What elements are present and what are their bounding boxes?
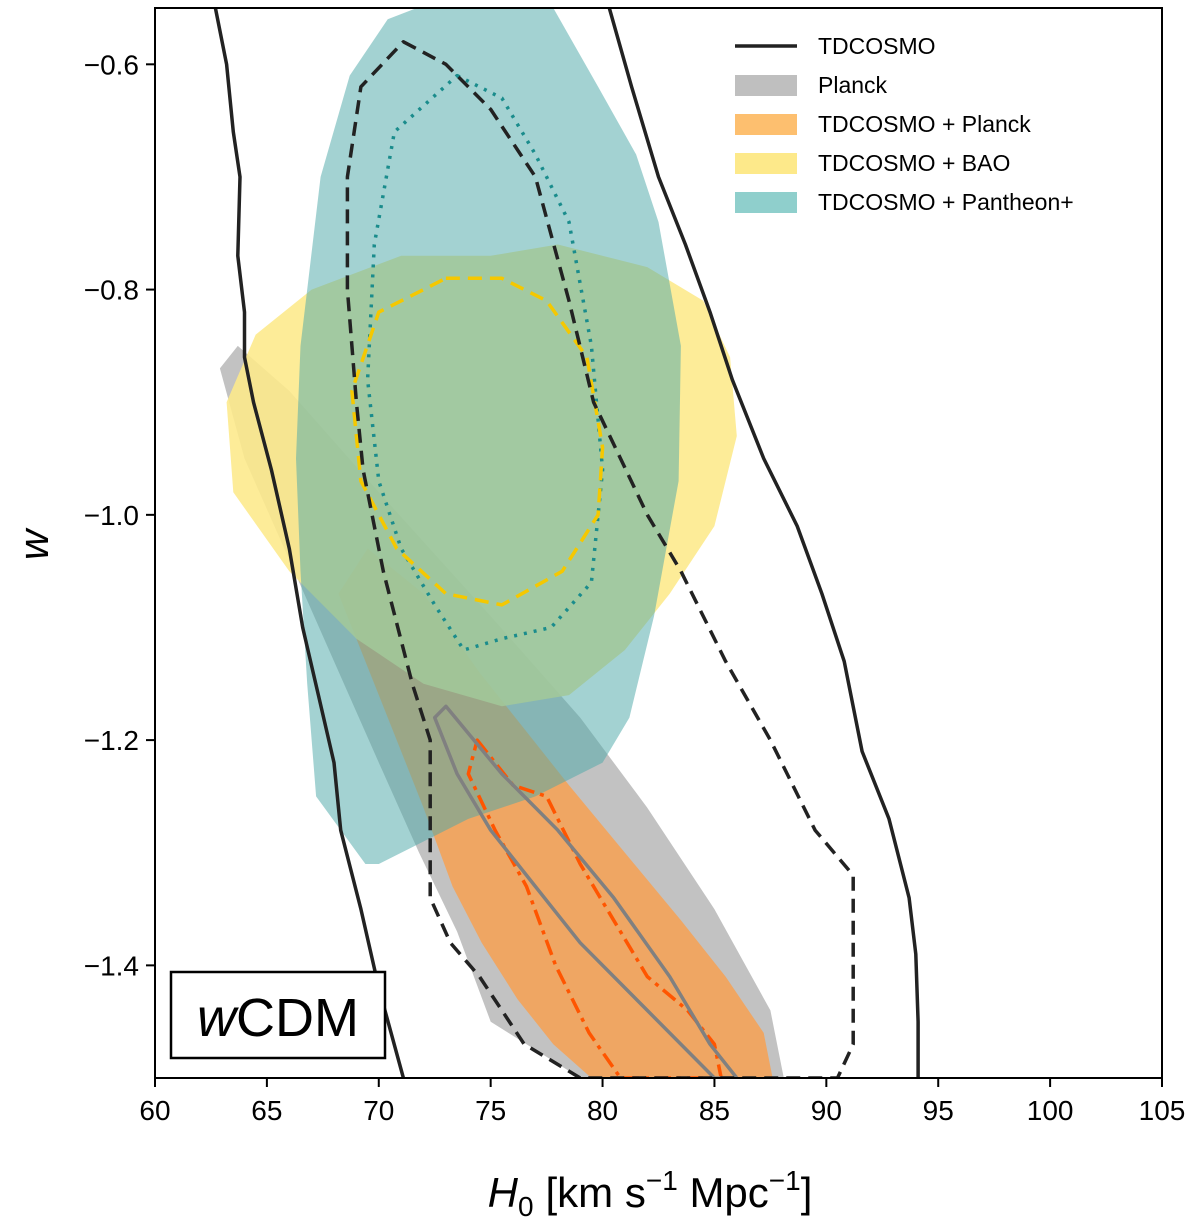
x-tick-label: 75 bbox=[475, 1095, 506, 1126]
x-axis-label: H0 [km s−1 Mpc−1] bbox=[488, 1165, 813, 1222]
model-badge: wCDM bbox=[169, 970, 387, 1060]
contour-tdcosmo-95-right bbox=[607, 8, 920, 1078]
x-tick-label: 100 bbox=[1027, 1095, 1074, 1126]
legend-swatch-tdcosmo-planck bbox=[735, 114, 797, 135]
legend-label-planck: Planck bbox=[818, 72, 888, 98]
y-axis-ticks: −1.4 −1.2 −1.0 −0.8 −0.6 bbox=[84, 49, 155, 981]
legend-label-tdcosmo-bao: TDCOSMO + BAO bbox=[818, 150, 1010, 176]
x-tick-label: 85 bbox=[699, 1095, 730, 1126]
contour-tdcosmo-bao-68 bbox=[350, 276, 605, 607]
x-tick-label: 70 bbox=[363, 1095, 394, 1126]
y-tick-label: −0.6 bbox=[84, 49, 139, 80]
contour-layer bbox=[213, 8, 920, 1078]
x-axis-ticks: 60 65 70 75 80 85 90 95 100 105 bbox=[139, 1078, 1185, 1126]
legend-label-tdcosmo-pantheon: TDCOSMO + Pantheon+ bbox=[818, 189, 1074, 215]
legend: TDCOSMO Planck TDCOSMO + Planck TDCOSMO + B… bbox=[735, 33, 1074, 215]
contour-tdcosmo-planck-68 bbox=[466, 738, 723, 1078]
contour-tdcosmo-68 bbox=[345, 40, 855, 1078]
y-tick-label: −1.0 bbox=[84, 500, 139, 531]
legend-swatch-planck bbox=[735, 75, 797, 96]
y-axis-label: w bbox=[10, 527, 57, 560]
y-tick-label: −1.2 bbox=[84, 725, 139, 756]
x-tick-label: 95 bbox=[923, 1095, 954, 1126]
legend-swatch-tdcosmo-pantheon bbox=[735, 192, 797, 213]
y-tick-label: −0.8 bbox=[84, 275, 139, 306]
model-badge-frame bbox=[169, 970, 387, 1060]
legend-swatch-tdcosmo-bao bbox=[735, 153, 797, 174]
contour-planck-68 bbox=[432, 704, 739, 1078]
model-label: wCDM bbox=[197, 988, 359, 1048]
x-tick-label: 105 bbox=[1139, 1095, 1186, 1126]
plot-frame bbox=[154, 7, 1163, 1079]
x-tick-label: 60 bbox=[139, 1095, 170, 1126]
legend-label-tdcosmo: TDCOSMO bbox=[818, 33, 936, 59]
x-tick-label: 90 bbox=[811, 1095, 842, 1126]
legend-label-tdcosmo-planck: TDCOSMO + Planck bbox=[818, 111, 1031, 137]
contour-tdcosmo-pantheon-95 bbox=[296, 8, 681, 864]
x-tick-label: 65 bbox=[251, 1095, 282, 1126]
contour-tdcosmo-95-left bbox=[213, 8, 406, 1078]
y-tick-label: −1.4 bbox=[84, 950, 139, 981]
x-tick-label: 80 bbox=[587, 1095, 618, 1126]
